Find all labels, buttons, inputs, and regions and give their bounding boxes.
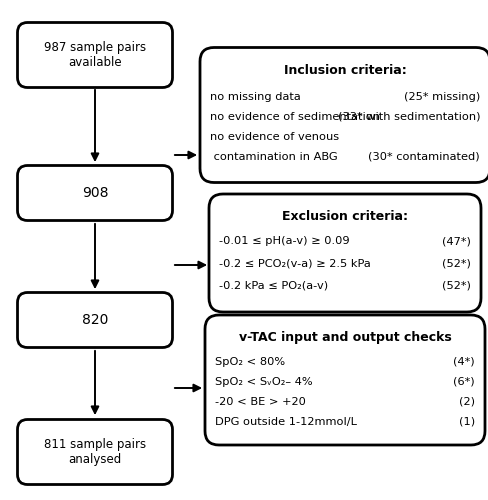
FancyBboxPatch shape [204, 315, 484, 445]
Text: no evidence of venous: no evidence of venous [209, 132, 339, 141]
Text: SpO₂ < 80%: SpO₂ < 80% [215, 357, 285, 367]
Text: -20 < BE > +20: -20 < BE > +20 [215, 397, 305, 407]
FancyBboxPatch shape [18, 22, 172, 88]
Text: 987 sample pairs
available: 987 sample pairs available [44, 41, 146, 69]
Text: 908: 908 [81, 186, 108, 200]
Text: DPG outside 1-12mmol/L: DPG outside 1-12mmol/L [215, 417, 356, 427]
Text: (47*): (47*) [441, 236, 470, 246]
FancyBboxPatch shape [18, 292, 172, 348]
Text: -0.2 ≤ PCO₂(v-a) ≥ 2.5 kPa: -0.2 ≤ PCO₂(v-a) ≥ 2.5 kPa [219, 258, 370, 268]
Text: (25* missing): (25* missing) [403, 92, 479, 102]
Text: (4*): (4*) [452, 357, 474, 367]
Text: (30* contaminated): (30* contaminated) [367, 152, 479, 162]
Text: (1): (1) [458, 417, 474, 427]
Text: contamination in ABG: contamination in ABG [209, 152, 337, 162]
Text: (52*): (52*) [441, 258, 470, 268]
Text: no missing data: no missing data [209, 92, 300, 102]
Text: SpO₂ < SᵥO₂– 4%: SpO₂ < SᵥO₂– 4% [215, 377, 312, 387]
Text: (2): (2) [458, 397, 474, 407]
FancyBboxPatch shape [18, 420, 172, 484]
Text: no evidence of sedimentation: no evidence of sedimentation [209, 112, 379, 122]
FancyBboxPatch shape [200, 48, 488, 182]
Text: v-TAC input and output checks: v-TAC input and output checks [238, 331, 450, 344]
Text: (6*): (6*) [452, 377, 474, 387]
Text: 820: 820 [81, 313, 108, 327]
Text: -0.2 kPa ≤ PO₂(a-v): -0.2 kPa ≤ PO₂(a-v) [219, 280, 327, 290]
FancyBboxPatch shape [18, 166, 172, 220]
FancyBboxPatch shape [208, 194, 480, 312]
Text: (52*): (52*) [441, 280, 470, 290]
Text: (33* with sedimentation): (33* with sedimentation) [337, 112, 479, 122]
Text: -0.01 ≤ pH(a-v) ≥ 0.09: -0.01 ≤ pH(a-v) ≥ 0.09 [219, 236, 349, 246]
Text: 811 sample pairs
analysed: 811 sample pairs analysed [44, 438, 146, 466]
Text: Exclusion criteria:: Exclusion criteria: [282, 210, 407, 223]
Text: Inclusion criteria:: Inclusion criteria: [283, 64, 406, 76]
